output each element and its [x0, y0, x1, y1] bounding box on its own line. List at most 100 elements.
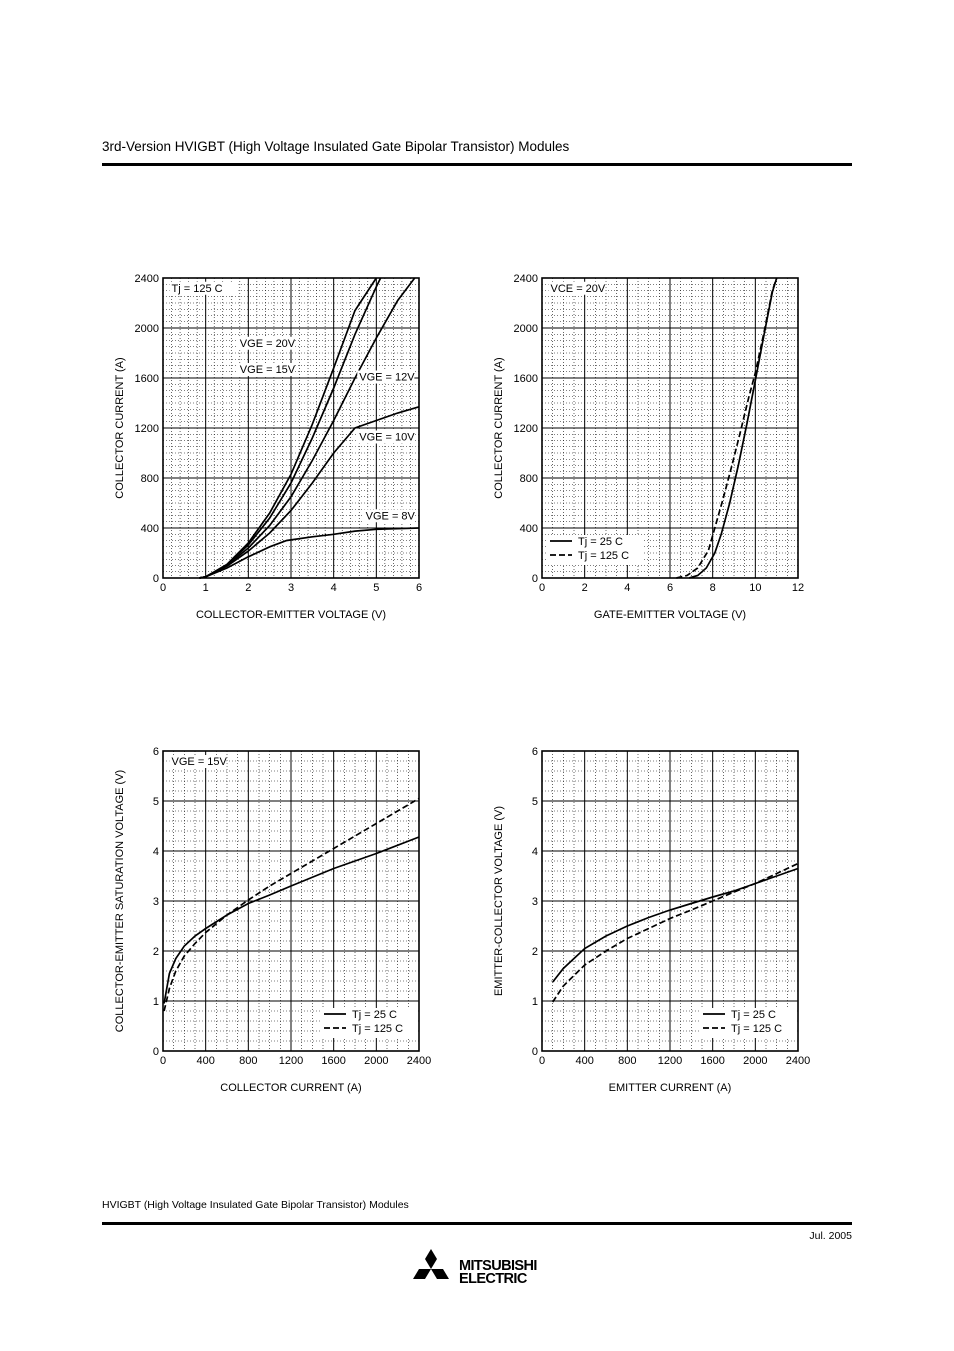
- annotation-bg: [548, 281, 606, 295]
- x-tick-label: 2400: [407, 1055, 431, 1067]
- y-tick-label: 2000: [514, 323, 538, 335]
- footer-date: Jul. 2005: [809, 1230, 852, 1242]
- y-tick-label: 1: [532, 996, 538, 1008]
- logo-line2: ELECTRIC: [459, 1271, 527, 1287]
- plot-frame: [541, 750, 799, 1052]
- x-tick-label: 2400: [786, 1055, 810, 1067]
- annotation-label: VGE = 10V: [359, 432, 415, 444]
- y-tick-label: 5: [532, 796, 538, 808]
- x-axis-label: EMITTER CURRENT (A): [609, 1082, 732, 1094]
- y-tick-label: 2400: [135, 273, 159, 285]
- x-tick-label: 400: [196, 1055, 214, 1067]
- x-tick-label: 1600: [700, 1055, 724, 1067]
- y-tick-label: 3: [153, 896, 159, 908]
- y-tick-label: 4: [532, 846, 538, 858]
- x-tick-label: 0: [539, 1055, 545, 1067]
- series-line: [552, 867, 799, 983]
- x-tick-label: 0: [539, 582, 545, 594]
- plot-frame: [162, 277, 420, 579]
- legend-label: Tj = 25 C: [352, 1009, 397, 1021]
- x-tick-label: 1200: [279, 1055, 303, 1067]
- series-line: [163, 836, 420, 1004]
- x-tick-label: 0: [160, 1055, 166, 1067]
- x-tick-label: 5: [373, 582, 379, 594]
- y-axis-label: COLLECTOR CURRENT (A): [114, 357, 126, 498]
- plot-frame: [541, 277, 799, 579]
- x-tick-label: 3: [288, 582, 294, 594]
- x-tick-label: 1: [203, 582, 209, 594]
- y-axis-label: EMITTER-COLLECTOR VOLTAGE (V): [493, 806, 505, 996]
- y-tick-label: 400: [520, 523, 538, 535]
- x-axis-label: GATE-EMITTER VOLTAGE (V): [594, 609, 746, 621]
- x-tick-label: 12: [792, 582, 804, 594]
- y-axis-label: COLLECTOR-EMITTER SATURATION VOLTAGE (V): [114, 770, 126, 1032]
- y-tick-label: 3: [532, 896, 538, 908]
- x-tick-label: 800: [618, 1055, 636, 1067]
- x-tick-label: 1600: [321, 1055, 345, 1067]
- legend-label: Tj = 125 C: [578, 550, 629, 562]
- y-tick-label: 1: [153, 996, 159, 1008]
- chart-3: [162, 750, 420, 1052]
- annotation-bg: [363, 509, 415, 523]
- annotation-bg: [169, 755, 227, 768]
- y-tick-label: 1600: [135, 373, 159, 385]
- y-tick-label: 0: [153, 573, 159, 585]
- annotation-bg: [237, 336, 295, 350]
- x-tick-label: 0: [160, 582, 166, 594]
- y-tick-label: 400: [141, 523, 159, 535]
- annotation-label: VGE = 15V: [172, 756, 228, 768]
- y-tick-label: 4: [153, 846, 159, 858]
- y-tick-label: 800: [520, 473, 538, 485]
- x-tick-label: 2: [582, 582, 588, 594]
- x-tick-label: 1200: [658, 1055, 682, 1067]
- annotation-bg: [357, 370, 415, 384]
- x-tick-label: 800: [239, 1055, 257, 1067]
- annotation-label: VGE = 8V: [366, 510, 416, 522]
- x-tick-label: 6: [416, 582, 422, 594]
- chart-1: [162, 277, 420, 579]
- y-tick-label: 0: [532, 1046, 538, 1058]
- legend-label: Tj = 25 C: [578, 536, 623, 548]
- annotation-label: VGE = 20V: [240, 338, 296, 350]
- legend-label: Tj = 25 C: [731, 1009, 776, 1021]
- x-tick-label: 8: [710, 582, 716, 594]
- y-tick-label: 800: [141, 473, 159, 485]
- mitsubishi-logo-icon: [413, 1249, 449, 1279]
- y-tick-label: 6: [532, 746, 538, 758]
- header-rule: [102, 163, 852, 166]
- y-tick-label: 2400: [514, 273, 538, 285]
- y-axis-label: COLLECTOR CURRENT (A): [493, 357, 505, 498]
- plot-frame: [162, 750, 420, 1052]
- annotation-label: VGE = 15V: [240, 364, 296, 376]
- annotation-bg: [169, 281, 239, 295]
- y-tick-label: 6: [153, 746, 159, 758]
- x-tick-label: 6: [667, 582, 673, 594]
- page-title: 3rd-Version HVIGBT (High Voltage Insulat…: [102, 139, 570, 154]
- logo-wordmark: MITSUBISHI ELECTRIC: [459, 1259, 537, 1287]
- annotation-bg: [357, 430, 415, 444]
- y-tick-label: 1200: [135, 423, 159, 435]
- chart-4: [541, 750, 799, 1052]
- x-tick-label: 10: [749, 582, 761, 594]
- x-tick-label: 4: [331, 582, 337, 594]
- footer-text: HVIGBT (High Voltage Insulated Gate Bipo…: [102, 1199, 409, 1211]
- y-tick-label: 2: [153, 946, 159, 958]
- footer-rule: [102, 1222, 852, 1225]
- legend-bg: [321, 1008, 416, 1038]
- annotation-label: Tj = 125 C: [172, 283, 223, 295]
- series-line: [551, 862, 799, 1003]
- series-line: [199, 405, 420, 579]
- annotation-label: VGE = 12V: [359, 372, 415, 384]
- legend-bg: [700, 1008, 795, 1038]
- x-axis-label: COLLECTOR-EMITTER VOLTAGE (V): [196, 609, 386, 621]
- annotation-bg: [237, 363, 295, 376]
- x-axis-label: COLLECTOR CURRENT (A): [220, 1082, 361, 1094]
- x-tick-label: 2: [245, 582, 251, 594]
- y-tick-label: 1600: [514, 373, 538, 385]
- x-tick-label: 400: [575, 1055, 593, 1067]
- legend-bg: [547, 535, 642, 565]
- x-tick-label: 2000: [364, 1055, 388, 1067]
- x-tick-label: 2000: [743, 1055, 767, 1067]
- chart-2: [541, 277, 799, 579]
